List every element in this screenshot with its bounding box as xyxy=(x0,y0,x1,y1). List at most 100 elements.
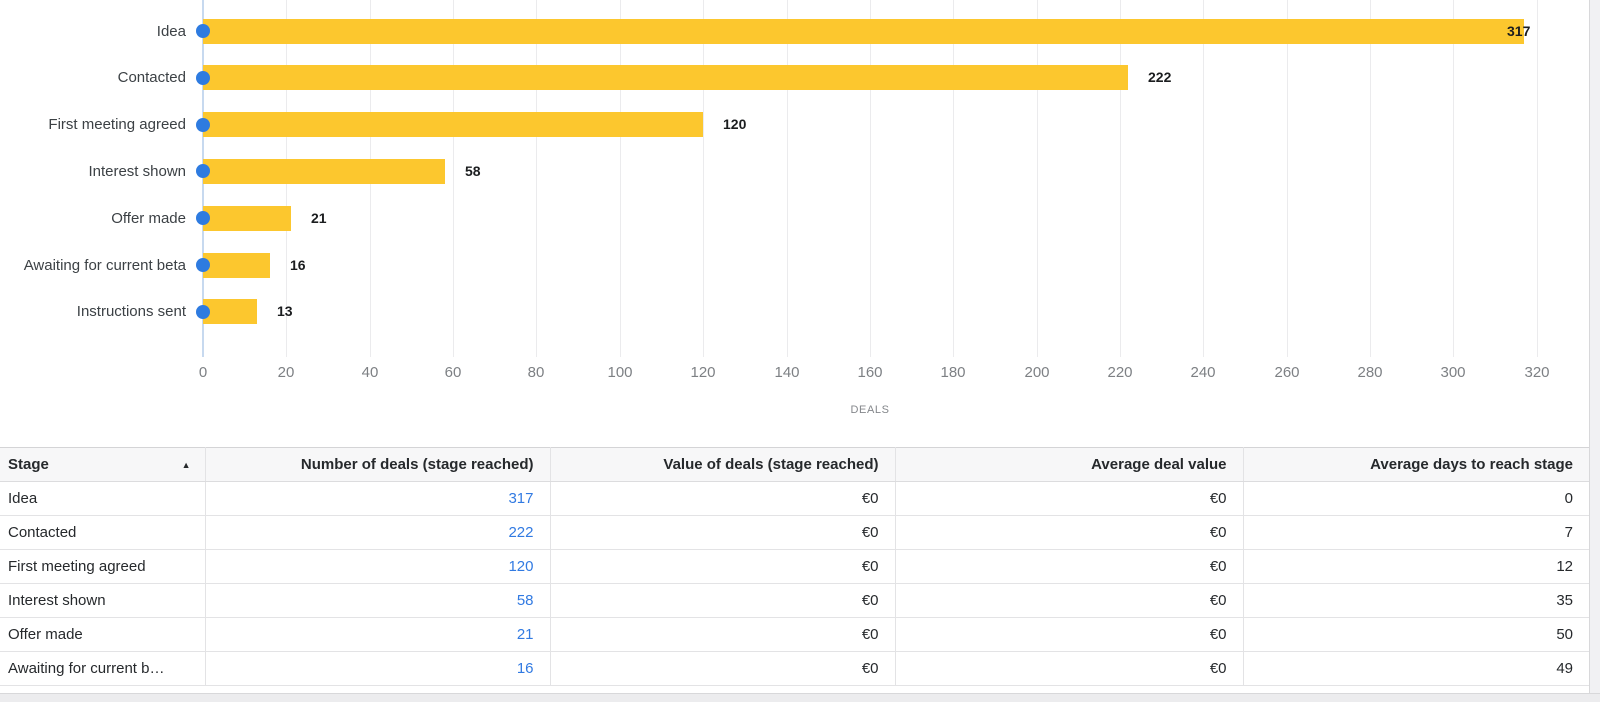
avg-deal-value-cell: €0 xyxy=(894,651,1243,686)
deal-count-link[interactable]: 58 xyxy=(516,592,534,609)
stage-name-cell: First meeting agreed xyxy=(0,549,205,584)
table-header-row: Stage ▲ Number of deals (stage reached) Val… xyxy=(0,447,1589,482)
chart-gridline xyxy=(953,0,954,357)
stage-marker-dot xyxy=(196,71,210,85)
x-axis-tick-label: 0 xyxy=(198,364,208,381)
x-axis-tick-label: 280 xyxy=(1357,364,1383,381)
stage-axis-label: Awaiting for current beta xyxy=(23,257,186,274)
avg-deal-value-cell: €0 xyxy=(894,481,1243,516)
stage-axis-label: Idea xyxy=(156,23,186,40)
avg-days-cell: 0 xyxy=(1242,481,1589,516)
deal-count-cell: 16 xyxy=(204,651,550,686)
avg-deal-value-cell: €0 xyxy=(894,583,1243,618)
deal-value-cell: €0 xyxy=(549,549,895,584)
stage-axis-label: Offer made xyxy=(111,210,186,227)
column-header[interactable]: Average days to reach stage xyxy=(1242,447,1589,482)
x-axis-tick-label: 100 xyxy=(607,364,633,381)
x-axis-tick-label: 20 xyxy=(277,364,295,381)
funnel-bar[interactable] xyxy=(203,206,291,231)
table-row: First meeting agreed 120 €0 €0 12 xyxy=(0,549,1589,584)
chart-gridline xyxy=(453,0,454,357)
stage-name-cell: Awaiting for current b… xyxy=(0,651,205,686)
x-axis-tick-label: 320 xyxy=(1524,364,1550,381)
deal-count-cell: 120 xyxy=(204,549,550,584)
stage-name-cell: Contacted xyxy=(0,515,205,550)
x-axis-tick-label: 180 xyxy=(940,364,966,381)
page-background-strip xyxy=(0,693,1600,702)
deal-count-cell: 58 xyxy=(204,583,550,618)
bar-value-label: 16 xyxy=(290,257,306,273)
stage-marker-dot xyxy=(196,164,210,178)
table-row: Offer made 21 €0 €0 50 xyxy=(0,617,1589,652)
column-header[interactable]: Average deal value xyxy=(894,447,1243,482)
column-header[interactable]: Value of deals (stage reached) xyxy=(549,447,895,482)
chart-gridline xyxy=(1037,0,1038,357)
deal-count-link[interactable]: 21 xyxy=(516,626,534,643)
x-axis-tick-label: 80 xyxy=(527,364,545,381)
chart-gridline xyxy=(870,0,871,357)
chart-gridline xyxy=(1203,0,1204,357)
deal-count-link[interactable]: 222 xyxy=(508,524,534,541)
deal-count-cell: 222 xyxy=(204,515,550,550)
bar-value-label: 13 xyxy=(277,303,293,319)
column-header-stage[interactable]: Stage ▲ xyxy=(0,447,205,482)
stage-axis-label: Contacted xyxy=(117,69,186,86)
chart-gridline xyxy=(536,0,537,357)
bar-value-label: 58 xyxy=(465,163,481,179)
chart-gridline xyxy=(1120,0,1121,357)
stage-marker-dot xyxy=(196,258,210,272)
chart-gridline xyxy=(703,0,704,357)
table-row: Awaiting for current b… 16 €0 €0 49 xyxy=(0,651,1589,686)
x-axis-tick-label: 260 xyxy=(1274,364,1300,381)
chart-gridline xyxy=(1537,0,1538,357)
table-row: Interest shown 58 €0 €0 35 xyxy=(0,583,1589,618)
funnel-bar[interactable] xyxy=(203,253,270,278)
funnel-bar[interactable] xyxy=(203,112,703,137)
x-axis-tick-label: 300 xyxy=(1440,364,1466,381)
avg-days-cell: 35 xyxy=(1242,583,1589,618)
x-axis-tick-label: 120 xyxy=(690,364,716,381)
deal-count-cell: 317 xyxy=(204,481,550,516)
deals-funnel-bar-chart: DEALS 0 20 40 60 80 100 120 140 160 180 200 220 240 2… xyxy=(23,0,1550,416)
deal-value-cell: €0 xyxy=(549,515,895,550)
avg-days-cell: 12 xyxy=(1242,549,1589,584)
avg-days-cell: 7 xyxy=(1242,515,1589,550)
chart-gridline xyxy=(1453,0,1454,357)
stage-axis-label: Instructions sent xyxy=(76,303,186,320)
bar-value-label: 222 xyxy=(1148,69,1172,85)
funnel-bar[interactable] xyxy=(203,65,1128,90)
stage-marker-dot xyxy=(196,305,210,319)
deal-value-cell: €0 xyxy=(549,481,895,516)
x-axis-tick-label: 60 xyxy=(444,364,462,381)
x-axis-tick-label: 220 xyxy=(1107,364,1133,381)
x-axis-tick-label: 240 xyxy=(1190,364,1216,381)
chart-gridline xyxy=(620,0,621,357)
funnel-bar[interactable] xyxy=(203,159,445,184)
stage-axis-label: Interest shown xyxy=(88,163,186,180)
chart-gridline xyxy=(1287,0,1288,357)
bar-value-label: 21 xyxy=(311,210,327,226)
funnel-bar[interactable] xyxy=(203,299,257,324)
deal-value-cell: €0 xyxy=(549,651,895,686)
stage-summary-table: Stage ▲ Number of deals (stage reached) Val… xyxy=(0,447,1589,686)
x-axis-tick-label: 160 xyxy=(857,364,883,381)
deal-count-cell: 21 xyxy=(204,617,550,652)
stage-name-cell: Offer made xyxy=(0,617,205,652)
column-header[interactable]: Number of deals (stage reached) xyxy=(204,447,550,482)
x-axis-tick-label: 200 xyxy=(1024,364,1050,381)
funnel-bar[interactable] xyxy=(203,19,1524,44)
x-axis-title: DEALS xyxy=(850,404,890,416)
stage-marker-dot xyxy=(196,24,210,38)
avg-deal-value-cell: €0 xyxy=(894,515,1243,550)
column-header-label: Stage xyxy=(8,456,49,473)
stage-name-cell: Idea xyxy=(0,481,205,516)
deal-count-link[interactable]: 120 xyxy=(508,558,534,575)
avg-deal-value-cell: €0 xyxy=(894,617,1243,652)
avg-deal-value-cell: €0 xyxy=(894,549,1243,584)
deal-count-link[interactable]: 317 xyxy=(508,490,534,507)
sort-ascending-icon: ▲ xyxy=(181,459,191,470)
deal-count-link[interactable]: 16 xyxy=(516,660,534,677)
x-axis-tick-label: 40 xyxy=(361,364,379,381)
stage-axis-label: First meeting agreed xyxy=(48,116,186,133)
